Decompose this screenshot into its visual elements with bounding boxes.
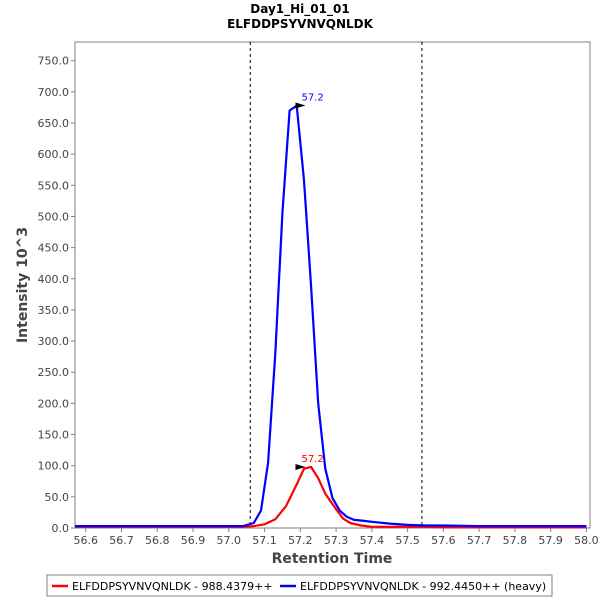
y-tick-label: 400.0 — [38, 273, 70, 286]
x-tick-label: 57.8 — [503, 534, 528, 547]
series-layer — [75, 104, 587, 529]
x-tick-label: 57.1 — [252, 534, 277, 547]
peak-marker — [295, 102, 306, 109]
plot-area — [74, 41, 591, 529]
peak-marker — [295, 463, 306, 470]
x-tick-label: 57.6 — [431, 534, 456, 547]
legend-box — [46, 574, 553, 597]
x-tick-label: 57.3 — [324, 534, 349, 547]
series-line-1 — [75, 465, 587, 529]
chart-title: Day1_Hi_01_01 — [250, 2, 349, 17]
x-tick-label: 57.9 — [538, 534, 563, 547]
y-tick-label: 700.0 — [38, 86, 70, 99]
x-tick-label: 56.7 — [109, 534, 134, 547]
y-tick-label: 500.0 — [38, 210, 70, 223]
x-tick-label: 57.5 — [395, 534, 420, 547]
y-tick-label: 750.0 — [38, 55, 70, 68]
y-tick-label: 100.0 — [38, 460, 70, 473]
peak-label: 57.2 — [301, 454, 323, 465]
legend: ELFDDPSYVNVQNLDK - 988.4379++ ELFDDPSYVNV… — [52, 580, 546, 593]
y-axis-label: Intensity 10^3 — [15, 227, 31, 343]
integration-boundaries — [249, 42, 423, 528]
x-tick-label: 56.8 — [145, 534, 170, 547]
y-tick-label: 250.0 — [38, 366, 70, 379]
y-tick-label: 350.0 — [38, 304, 70, 317]
y-tick-label: 600.0 — [38, 148, 70, 161]
y-tick-label: 550.0 — [38, 179, 70, 192]
y-tick-label: 300.0 — [38, 335, 70, 348]
y-tick-label: 150.0 — [38, 429, 70, 442]
legend-entry: ELFDDPSYVNVQNLDK - 992.4450++ (heavy) — [300, 580, 546, 593]
y-tick-label: 200.0 — [38, 397, 70, 410]
x-tick-label: 56.6 — [73, 534, 98, 547]
x-tick-label: 56.9 — [181, 534, 206, 547]
peak-annotations: 57.2 57.2 — [295, 93, 324, 470]
x-axis: 56.6 56.7 56.8 56.9 57.0 57.1 57.2 57.3 57.4 57.5… — [73, 528, 599, 547]
x-tick-label: 57.7 — [467, 534, 492, 547]
series-line-2 — [75, 104, 587, 528]
y-tick-label: 0.0 — [52, 522, 70, 535]
peak-label: 57.2 — [301, 93, 323, 104]
y-axis: 0.0 50.0 100.0 150.0 200.0 250.0 300.0 350.0 400… — [38, 55, 75, 535]
chart-subtitle: ELFDDPSYVNVQNLDK — [227, 17, 374, 31]
y-tick-label: 50.0 — [45, 491, 70, 504]
y-tick-label: 450.0 — [38, 242, 70, 255]
y-tick-label: 650.0 — [38, 117, 70, 130]
x-tick-label: 57.4 — [360, 534, 385, 547]
x-tick-label: 57.0 — [217, 534, 242, 547]
x-tick-label: 58.0 — [574, 534, 599, 547]
legend-entry: ELFDDPSYVNVQNLDK - 988.4379++ — [72, 580, 273, 593]
x-tick-label: 57.2 — [288, 534, 313, 547]
x-axis-label: Retention Time — [272, 551, 393, 567]
